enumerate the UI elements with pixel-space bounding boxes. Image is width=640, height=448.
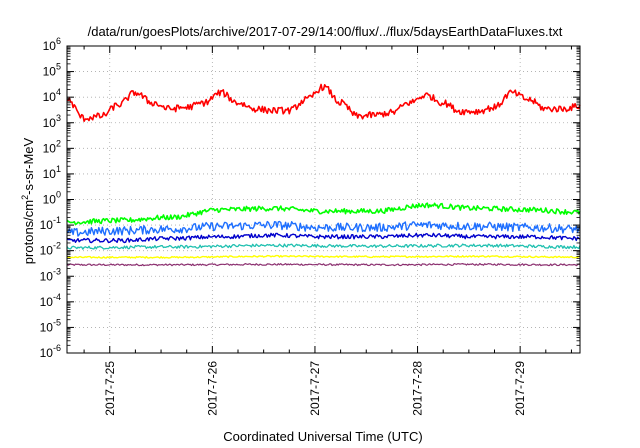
- y-tick-label: 10-2: [40, 241, 61, 258]
- series-line-4: [66, 232, 581, 244]
- y-tick-label: 105: [43, 62, 61, 79]
- y-tick-label-exponent: 6: [56, 36, 61, 46]
- y-tick-label-exponent: 2: [56, 138, 61, 148]
- y-tick-label: 10-5: [40, 317, 61, 334]
- y-tick-label: 102: [43, 138, 61, 155]
- y-tick-label: 104: [43, 87, 61, 104]
- y-tick-label-exponent: 3: [56, 113, 61, 123]
- series-line-6: [66, 254, 581, 259]
- y-tick-label-base: 10: [43, 90, 57, 104]
- series-line-3: [66, 220, 581, 237]
- y-tick-label-base: 10: [40, 269, 54, 283]
- y-tick-label: 10-6: [40, 343, 61, 360]
- y-tick-label-exponent: -5: [53, 317, 61, 327]
- y-tick-label: 101: [43, 164, 61, 181]
- y-tick-label-exponent: -2: [53, 241, 61, 251]
- y-tick-label: 103: [43, 113, 61, 130]
- y-tick-label-exponent: -4: [53, 292, 61, 302]
- y-tick-label: 106: [43, 36, 61, 53]
- series-line-2: [66, 202, 581, 226]
- y-tick-label-base: 10: [40, 244, 54, 258]
- axis-ticks: [67, 45, 580, 354]
- series-layer: [66, 83, 581, 267]
- y-tick-label: 10-1: [40, 215, 61, 232]
- x-tick-labels: 2017-7-25 2017-7-26 2017-7-27 2017-7-28 2017…: [103, 361, 527, 416]
- y-tick-label-base: 10: [43, 141, 57, 155]
- y-axis-label-units: -s-sr-MeV: [21, 137, 36, 194]
- x-axis-label: Coordinated Universal Time (UTC): [223, 429, 422, 444]
- y-tick-label-base: 10: [43, 39, 57, 53]
- y-tick-label-exponent: 5: [56, 62, 61, 72]
- y-tick-label-base: 10: [40, 295, 54, 309]
- x-tick-label: 2017-7-25: [103, 361, 117, 416]
- y-tick-label-exponent: 4: [56, 87, 61, 97]
- y-axis-label-main: protons/cm: [21, 200, 36, 264]
- y-tick-label-base: 10: [43, 116, 57, 130]
- y-tick-label-base: 10: [43, 193, 57, 207]
- grid-lines: [67, 46, 580, 353]
- x-tick-label: 2017-7-27: [308, 361, 322, 416]
- series-line-1: [66, 83, 581, 122]
- y-tick-label-base: 10: [40, 346, 54, 360]
- y-tick-label-base: 10: [40, 320, 54, 334]
- x-tick-label: 2017-7-28: [411, 361, 425, 416]
- y-axis-label: protons/cm2-s-sr-MeV: [20, 137, 36, 264]
- y-tick-label: 10-3: [40, 266, 61, 283]
- x-tick-label: 2017-7-29: [513, 361, 527, 416]
- y-tick-label-exponent: -1: [53, 215, 61, 225]
- y-tick-label-base: 10: [40, 218, 54, 232]
- series-line-5: [66, 243, 581, 250]
- y-tick-label-exponent: -3: [53, 266, 61, 276]
- chart-title: /data/run/goesPlots/archive/2017-07-29/1…: [88, 24, 563, 39]
- y-tick-label-exponent: -6: [53, 343, 61, 353]
- x-tick-label: 2017-7-26: [205, 361, 219, 416]
- y-tick-label: 100: [43, 190, 61, 207]
- y-tick-label-base: 10: [43, 65, 57, 79]
- y-tick-label-base: 10: [43, 167, 57, 181]
- y-axis-label-superscript: 2: [20, 195, 30, 200]
- y-tick-label-exponent: 0: [56, 190, 61, 200]
- series-line-7: [66, 262, 581, 267]
- y-tick-label-exponent: 1: [56, 164, 61, 174]
- y-tick-label: 10-4: [40, 292, 61, 309]
- y-tick-labels: 10-610-510-410-310-210-11001011021031041…: [40, 36, 61, 360]
